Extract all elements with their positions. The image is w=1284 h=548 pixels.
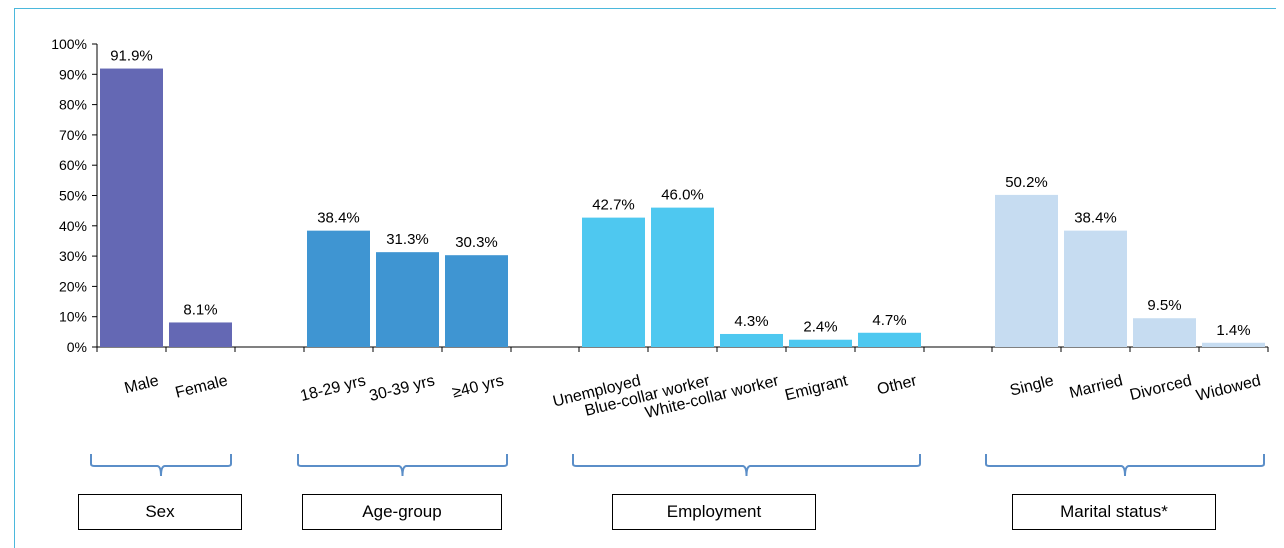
data-label: 8.1%: [183, 301, 217, 318]
y-tick-label: 0%: [67, 339, 87, 355]
data-label: 2.4%: [803, 319, 837, 336]
group-brace: [297, 454, 508, 477]
category-label: Divorced: [1128, 372, 1193, 404]
y-tick-label: 40%: [59, 218, 87, 234]
data-label: 30.3%: [455, 234, 498, 251]
y-tick-label: 50%: [59, 188, 87, 204]
y-tick-label: 90%: [59, 66, 87, 82]
y-tick-label: 10%: [59, 309, 87, 325]
bar: [720, 333, 783, 347]
group-label-sex: Sex: [78, 494, 242, 530]
category-label: Male: [123, 372, 161, 397]
bar: [789, 339, 852, 347]
group-label-age-group: Age-group: [302, 494, 502, 530]
y-tick-label: 80%: [59, 97, 87, 113]
bar: [445, 255, 508, 347]
group-brace: [985, 454, 1265, 477]
figure-frame: [14, 8, 1276, 548]
y-tick-label: 20%: [59, 278, 87, 294]
bar: [1202, 342, 1265, 347]
y-tick-label: 60%: [59, 157, 87, 173]
bar: [858, 332, 921, 347]
data-label: 1.4%: [1216, 322, 1250, 339]
data-label: 38.4%: [1074, 210, 1117, 227]
bar: [582, 217, 645, 347]
bar: [1064, 230, 1127, 347]
y-tick-label: 30%: [59, 248, 87, 264]
bar: [651, 207, 714, 347]
bar: [376, 252, 439, 347]
category-label: Emigrant: [783, 372, 850, 404]
category-label: Married: [1068, 372, 1125, 402]
y-tick-label: 100%: [51, 36, 87, 52]
data-label: 31.3%: [386, 231, 429, 248]
group-label-employment: Employment: [612, 494, 816, 530]
y-tick-label: 70%: [59, 127, 87, 143]
category-label: 18-29 yrs: [299, 372, 368, 405]
bar: [169, 322, 232, 347]
bar: [100, 68, 163, 347]
bar: [1133, 318, 1196, 347]
data-label: 9.5%: [1147, 297, 1181, 314]
category-label: Other: [876, 372, 920, 398]
category-label: Widowed: [1194, 372, 1262, 404]
category-label: 30-39 yrs: [368, 372, 437, 405]
group-label-marital-status: Marital status*: [1012, 494, 1216, 530]
data-label: 42.7%: [592, 197, 635, 214]
data-label: 38.4%: [317, 210, 360, 227]
data-label: 50.2%: [1005, 174, 1048, 191]
bar: [307, 230, 370, 347]
group-brace: [572, 454, 921, 477]
data-label: 4.7%: [872, 312, 906, 329]
group-brace: [90, 454, 232, 477]
bar: [995, 194, 1058, 347]
category-label: ≥40 yrs: [451, 372, 506, 401]
data-label: 4.3%: [734, 313, 768, 330]
category-label: Female: [174, 372, 230, 401]
data-label: 46.0%: [661, 187, 704, 204]
category-label: Single: [1008, 372, 1055, 399]
data-label: 91.9%: [110, 48, 153, 65]
